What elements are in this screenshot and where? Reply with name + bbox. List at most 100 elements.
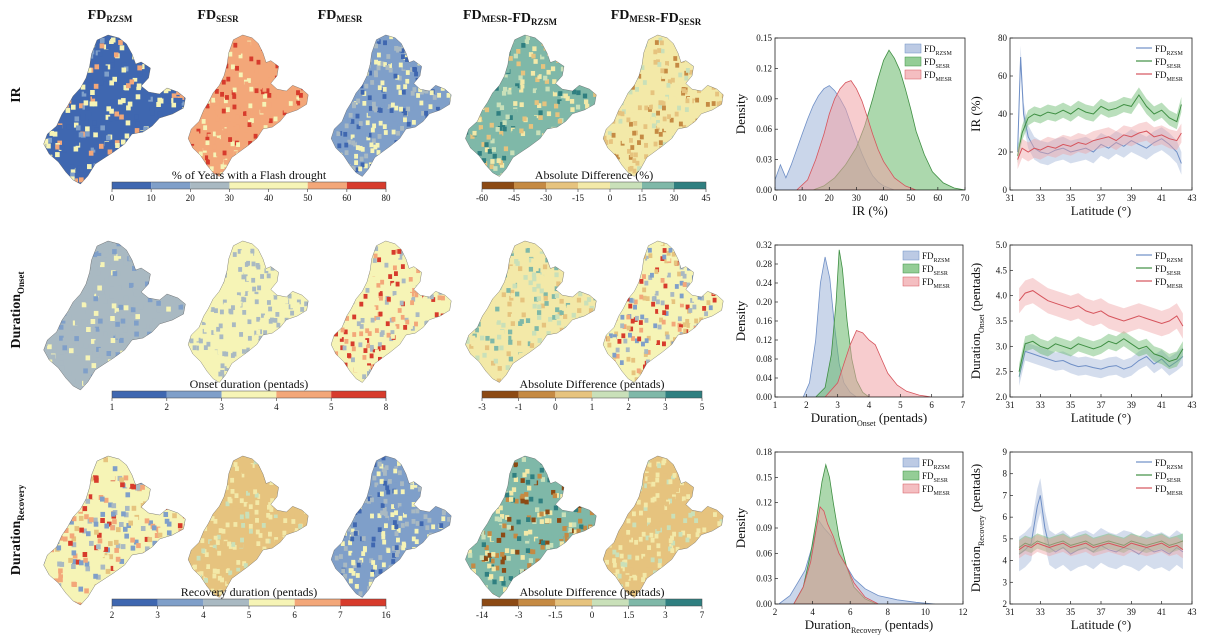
y-axis-label: DurationRecovery (pentads) — [968, 464, 986, 593]
map-panel — [330, 455, 452, 598]
x-axis-label: IR (%) — [852, 203, 888, 218]
x-tick-label: 33 — [1036, 400, 1046, 410]
colorbar-tick-label: 6 — [292, 610, 297, 620]
x-tick-label: 43 — [1188, 607, 1198, 617]
colorbar-tick-label: 0 — [590, 610, 595, 620]
colorbar-tick-label: 0 — [553, 402, 558, 412]
x-tick-label: 10 — [921, 607, 931, 617]
density-area-mesr — [824, 329, 932, 397]
colorbar-segment — [307, 182, 347, 189]
legend-label: FDMESR — [1155, 70, 1183, 83]
legend-label: FDSESR — [1155, 264, 1181, 277]
x-tick-label: 37 — [1097, 607, 1107, 617]
legend-label: FDMESR — [1155, 277, 1183, 290]
column-header: FDMESR — [318, 8, 363, 24]
colorbar-tick-label: 1 — [590, 402, 595, 412]
x-tick-label: 0 — [773, 193, 778, 203]
y-tick-label: 0.15 — [756, 472, 772, 482]
colorbar-segment — [268, 182, 308, 189]
row-label: DurationRecovery — [9, 484, 26, 575]
colorbar-tick-label: -45 — [508, 193, 520, 203]
colorbar-segment — [628, 391, 666, 398]
x-tick-label: 2 — [773, 607, 778, 617]
colorbar-title: Recovery duration (pentads) — [181, 585, 318, 599]
y-tick-label: 5 — [1003, 534, 1008, 544]
y-axis-label: IR (%) — [968, 96, 983, 132]
column-header: FDMESR-FDRZSM — [463, 8, 558, 27]
y-tick-label: 0.09 — [756, 94, 772, 104]
colorbar-tick-label: 1 — [110, 402, 115, 412]
series-line-rzsm — [1018, 350, 1184, 377]
colorbar-tick-label: -3 — [515, 610, 523, 620]
colorbar-segment — [482, 391, 519, 398]
colorbar-tick-label: 45 — [702, 193, 712, 203]
colorbar-segment — [229, 182, 269, 189]
legend-swatch — [904, 56, 922, 67]
x-tick-label: 50 — [906, 193, 916, 203]
legend-label: FDRZSM — [1155, 251, 1184, 264]
x-tick-label: 33 — [1036, 607, 1046, 617]
x-tick-label: 31 — [1006, 193, 1015, 203]
x-tick-label: 41 — [1157, 193, 1166, 203]
x-tick-label: 37 — [1097, 400, 1107, 410]
y-tick-label: 40 — [998, 109, 1008, 119]
legend-label: FDSESR — [922, 471, 948, 484]
legend-swatch — [902, 457, 920, 468]
x-tick-label: 41 — [1157, 400, 1166, 410]
legend-label: FDRZSM — [1155, 44, 1184, 57]
map-panel — [43, 34, 186, 185]
y-tick-label: 2.0 — [996, 392, 1008, 402]
colorbar-tick-label: 7 — [700, 610, 705, 620]
map-panel — [330, 34, 452, 177]
colorbar-title: Absolute Difference (pentads) — [519, 585, 664, 599]
map-panel — [464, 240, 597, 383]
legend-swatch — [902, 276, 920, 287]
colorbar-segment — [190, 182, 230, 189]
legend-swatch — [904, 43, 922, 54]
colorbar-segment — [518, 391, 556, 398]
x-tick-label: 6 — [929, 400, 934, 410]
chart-density-ir: 0 10 20 30 40 50 60 70 0.00 0.03 0.06 0.09 0.12 0.15 I… — [733, 33, 970, 218]
legend-label: FDRZSM — [922, 251, 951, 264]
y-tick-label: 0.32 — [756, 240, 772, 250]
colorbar-tick-label: 5 — [247, 610, 252, 620]
y-tick-label: 6 — [1003, 512, 1008, 522]
colorbar-tick-label: 30 — [225, 193, 235, 203]
colorbar-segment — [340, 599, 386, 606]
colorbar-tick-label: 50 — [303, 193, 313, 203]
colorbar-segment — [346, 182, 386, 189]
x-tick-label: 1 — [773, 400, 778, 410]
legend-label: FDMESR — [1155, 484, 1183, 497]
x-tick-label: 70 — [961, 193, 971, 203]
map-panel — [602, 240, 724, 383]
y-tick-label: 20 — [998, 147, 1008, 157]
x-axis-label: Latitude (°) — [1071, 203, 1131, 218]
colorbar-segment — [112, 182, 152, 189]
colorbar-segment — [514, 182, 546, 189]
colorbar-segment — [151, 182, 191, 189]
colorbar-tick-label: 40 — [264, 193, 274, 203]
colorbar-tick-label: 10 — [147, 193, 157, 203]
x-tick-label: 30 — [852, 193, 862, 203]
x-tick-label: 4 — [810, 607, 815, 617]
colorbar-tick-label: 2 — [626, 402, 631, 412]
legend-label: FDSESR — [1155, 471, 1181, 484]
series-line-mesr — [1017, 130, 1182, 160]
map-panel — [602, 34, 724, 177]
x-axis-label: Latitude (°) — [1071, 617, 1131, 632]
colorbar-tick-label: 3 — [663, 610, 668, 620]
colorbar-segment — [276, 391, 332, 398]
y-axis-label: Density — [733, 93, 748, 134]
map-panel — [43, 240, 186, 391]
x-axis-label: DurationOnset (pentads) — [811, 410, 928, 428]
chart-lat-recovery: 31 33 35 37 39 41 43 2 3 4 5 6 7 8 9 Latitude (°) Durati… — [968, 447, 1197, 632]
x-tick-label: 31 — [1006, 400, 1015, 410]
map-panel — [330, 240, 452, 383]
column-header: FDSESR — [197, 8, 239, 24]
colorbar-segment — [203, 599, 249, 606]
x-tick-label: 6 — [848, 607, 853, 617]
x-tick-label: 39 — [1127, 400, 1137, 410]
